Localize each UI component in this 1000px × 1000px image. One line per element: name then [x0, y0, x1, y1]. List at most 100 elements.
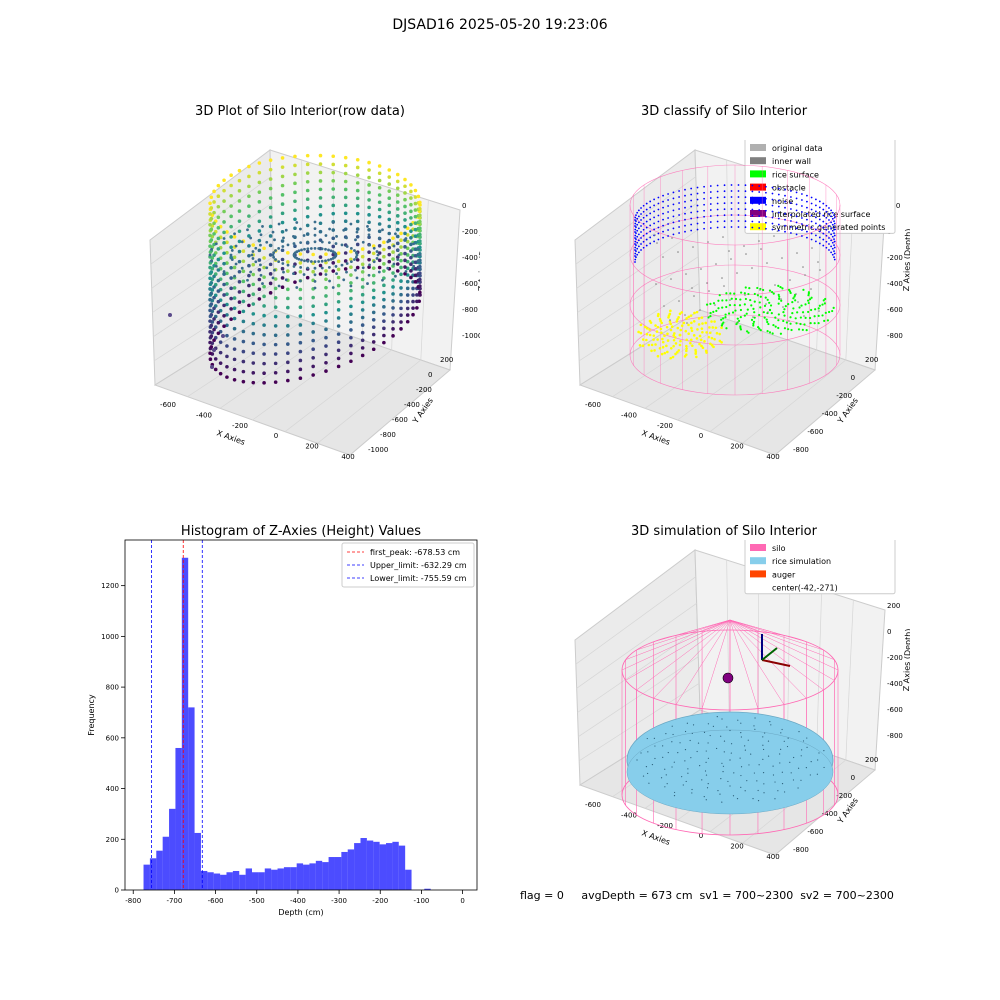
data-point [225, 271, 229, 276]
inner-wall-point [729, 299, 731, 301]
rice-surface-point [762, 288, 765, 292]
noise-point [662, 206, 664, 209]
rice-mesh-point [691, 732, 693, 735]
rice-mesh-point [667, 751, 669, 754]
data-point [371, 332, 376, 337]
rice-mesh-point [707, 723, 710, 725]
data-point [371, 303, 376, 307]
rice-mesh-point [767, 755, 770, 757]
data-point [229, 224, 233, 229]
data-point [233, 232, 236, 236]
rice-surface-point [721, 299, 724, 302]
data-point [331, 179, 336, 183]
data-point [208, 222, 212, 227]
rice-surface-point [728, 304, 732, 307]
noise-point [645, 244, 648, 247]
symmetric-point [669, 356, 673, 360]
data-point [395, 241, 400, 246]
data-point [251, 341, 256, 346]
data-point [237, 189, 242, 193]
histogram-bar [245, 868, 253, 890]
data-point [222, 220, 226, 224]
data-point [232, 286, 237, 290]
x-tick-label: -200 [372, 897, 388, 905]
histogram-bar [405, 869, 412, 890]
noise-point [771, 198, 774, 201]
noise-point [640, 219, 642, 221]
noise-point [737, 190, 740, 192]
data-point [355, 230, 359, 234]
data-point [259, 273, 263, 277]
rice-surface-point [787, 303, 790, 306]
data-point [268, 224, 273, 229]
rice-mesh-point [797, 787, 799, 789]
data-point [409, 189, 413, 194]
inner-wall-point [693, 295, 695, 297]
noise-point [645, 232, 648, 235]
data-point [222, 178, 226, 183]
data-point [237, 259, 242, 264]
rice-surface-point [709, 315, 712, 318]
rice-mesh-point [733, 772, 735, 774]
rice-surface-point [748, 287, 751, 290]
data-point [229, 235, 233, 239]
data-point [232, 306, 237, 311]
data-point [382, 269, 386, 273]
rice-surface-point [763, 316, 766, 319]
data-point [411, 299, 415, 304]
data-point [311, 330, 315, 334]
noise-point [801, 235, 803, 237]
data-point [298, 305, 303, 310]
rice-mesh-point [740, 766, 743, 768]
noise-point [696, 192, 699, 195]
grid-line [578, 256, 699, 337]
data-point [405, 313, 410, 317]
data-point [342, 278, 346, 282]
data-point [232, 235, 237, 239]
data-point [404, 270, 408, 273]
data-point [286, 305, 290, 310]
noise-point [784, 218, 786, 221]
rice-surface-point [792, 297, 795, 300]
rice-mesh-point [721, 718, 723, 720]
rice-surface-point [747, 331, 750, 334]
data-point [241, 319, 246, 324]
rice-mesh-point [772, 774, 775, 776]
rice-mesh-point [679, 742, 681, 744]
noise-point [642, 228, 645, 231]
data-point [280, 183, 285, 188]
data-point [230, 258, 234, 261]
x-tick-label: 400 [766, 453, 779, 461]
noise-point [795, 197, 798, 200]
data-point [213, 357, 218, 361]
rice-mesh-point [692, 724, 695, 726]
data-point [367, 233, 371, 237]
noise-point [716, 226, 719, 229]
rice-mesh-point [798, 731, 800, 733]
data-point [318, 170, 323, 175]
data-point [261, 225, 264, 228]
noise-point [833, 240, 836, 243]
noise-point [645, 214, 648, 217]
data-point [241, 309, 246, 314]
data-point [268, 234, 273, 238]
data-point [305, 275, 310, 280]
noise-point [690, 193, 693, 196]
noise-point [771, 222, 774, 225]
rice-mesh-point [636, 759, 638, 761]
data-point [382, 262, 386, 266]
noise-point [771, 210, 774, 213]
noise-point [777, 205, 780, 208]
symmetric-point [671, 355, 675, 359]
data-point [251, 262, 256, 267]
data-point [273, 324, 278, 328]
data-point [403, 177, 407, 182]
histogram-title: Histogram of Z-Axies (Height) Values [180, 524, 422, 539]
data-point [371, 288, 376, 293]
noise-point [833, 252, 836, 255]
data-point [349, 249, 353, 254]
symmetric-point [689, 341, 692, 345]
rice-mesh-point [723, 740, 726, 742]
data-point [340, 243, 344, 247]
